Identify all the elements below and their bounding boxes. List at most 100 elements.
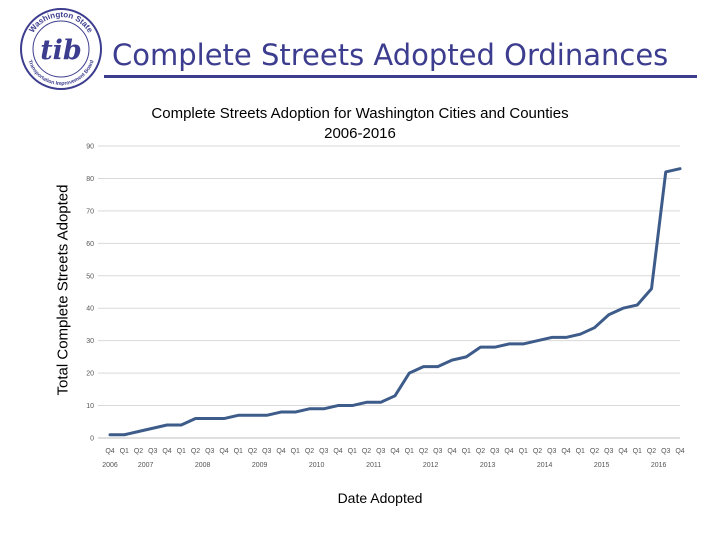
x-tick-label: Q3: [661, 448, 670, 455]
data-point: [550, 336, 553, 339]
data-point: [351, 404, 354, 407]
chart-title-line-2: 2006-2016: [324, 125, 396, 142]
x-tick-label: Q1: [177, 448, 186, 455]
data-point: [507, 342, 511, 346]
x-tick-label: Q2: [647, 448, 656, 455]
x-tick-label: Q4: [675, 448, 684, 455]
data-point: [522, 342, 525, 346]
x-tick-label: Q4: [447, 448, 456, 455]
x-tick-label: Q1: [519, 448, 528, 455]
x-tick-label: Q3: [319, 448, 328, 455]
x-tick-label: Q1: [120, 448, 129, 455]
x-tick-label: Q1: [234, 448, 243, 455]
x-tick-label: Q3: [262, 448, 271, 455]
y-tick-label: 10: [86, 403, 94, 410]
year-label: 2006: [102, 462, 118, 469]
x-tick-label: Q2: [134, 448, 143, 455]
data-point: [650, 287, 653, 290]
x-tick-label: Q4: [162, 448, 171, 455]
data-point: [436, 365, 439, 368]
x-tick-label: Q4: [504, 448, 513, 455]
x-tick-label: Q3: [148, 448, 157, 455]
x-tick-label: Q3: [547, 448, 556, 455]
slide-title: Complete Streets Adopted Ordinances: [112, 38, 669, 72]
year-label: 2010: [309, 462, 325, 469]
x-tick-label: Q2: [362, 448, 371, 455]
title-underline: [104, 75, 697, 78]
data-point: [422, 365, 425, 368]
data-point: [621, 307, 625, 310]
year-label: 2007: [138, 462, 154, 469]
data-point: [664, 170, 667, 174]
x-tick-label: Q1: [405, 448, 414, 455]
data-point: [237, 414, 240, 417]
data-point: [294, 410, 297, 414]
y-tick-labels: 0 10 20 30 40 50 60 70 80 90: [86, 144, 94, 443]
x-tick-label: Q3: [205, 448, 214, 455]
chart-title-line-1: Complete Streets Adoption for Washington…: [151, 105, 569, 122]
x-tick-label: Q3: [604, 448, 613, 455]
data-point: [465, 355, 468, 359]
data-point: [536, 339, 539, 342]
y-tick-label: 60: [86, 241, 94, 248]
year-label: 2013: [480, 462, 496, 469]
y-tick-label: 80: [86, 176, 94, 183]
data-point: [564, 336, 568, 339]
x-tick-label: Q1: [462, 448, 471, 455]
data-point: [365, 401, 368, 404]
x-tick-label: Q4: [390, 448, 399, 455]
y-tick-label: 90: [86, 144, 94, 151]
year-label: 2011: [366, 462, 381, 469]
data-point: [251, 414, 254, 417]
x-tick-label: Q2: [248, 448, 257, 455]
x-tick-label: Q4: [561, 448, 570, 455]
year-label: 2012: [423, 462, 439, 469]
data-point: [678, 167, 682, 170]
data-point: [123, 433, 126, 436]
data-point: [593, 326, 596, 329]
x-tick-label: Q4: [333, 448, 342, 455]
year-label: 2014: [537, 462, 553, 469]
y-tick-label: 20: [86, 371, 94, 378]
x-tick-label: Q2: [533, 448, 542, 455]
data-point: [607, 313, 610, 316]
data-point: [379, 401, 382, 404]
data-point: [208, 417, 211, 420]
tib-logo: Washington State Transportation Improvem…: [20, 8, 102, 90]
data-point: [279, 410, 283, 414]
x-tick-label: Q4: [219, 448, 228, 455]
logo-text: tib: [40, 35, 82, 66]
data-point: [265, 414, 268, 417]
data-point: [165, 423, 169, 427]
data-point: [108, 433, 112, 436]
x-tick-label: Q3: [490, 448, 499, 455]
x-tick-label: Q1: [348, 448, 357, 455]
chart-title: Complete Streets Adoption for Washington…: [100, 104, 620, 144]
data-point: [450, 358, 454, 362]
data-point: [393, 394, 397, 398]
x-tick-label: Q4: [105, 448, 114, 455]
x-tick-label: Q2: [305, 448, 314, 455]
x-tick-label: Q1: [576, 448, 585, 455]
data-point: [479, 345, 482, 349]
data-point: [151, 427, 154, 430]
data-point: [336, 404, 340, 407]
y-tick-label: 30: [86, 338, 94, 345]
data-point: [194, 417, 197, 420]
year-label: 2008: [195, 462, 211, 469]
data-point: [308, 407, 311, 410]
x-tick-label: Q2: [191, 448, 200, 455]
data-point: [408, 371, 411, 375]
x-tick-label: Q1: [291, 448, 300, 455]
x-axis-label: Date Adopted: [337, 490, 423, 506]
x-tick-label: Q1: [633, 448, 642, 455]
x-tick-label: Q2: [476, 448, 485, 455]
series: [108, 167, 682, 437]
data-point: [137, 430, 140, 433]
year-label: 2016: [651, 462, 667, 469]
x-tick-label: Q3: [376, 448, 385, 455]
x-tick-label: Q2: [590, 448, 599, 455]
x-tick-label: Q2: [419, 448, 428, 455]
year-label: 2009: [252, 462, 268, 469]
